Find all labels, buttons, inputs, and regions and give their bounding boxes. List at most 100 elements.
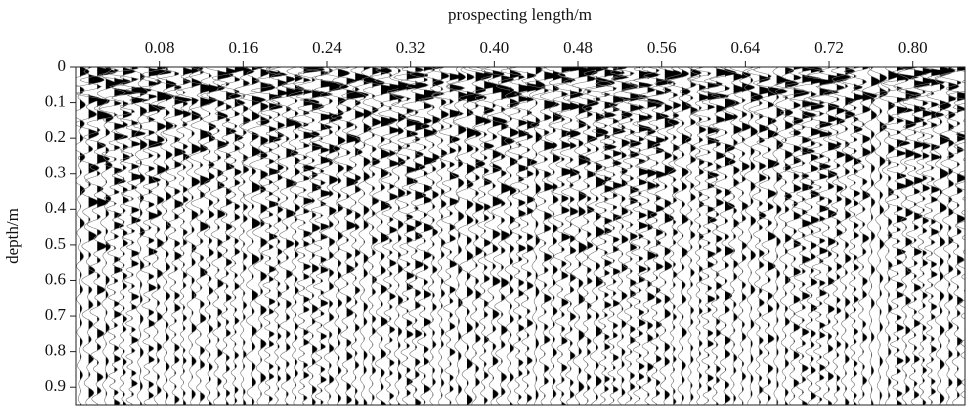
x-tick-label: 0.56 xyxy=(647,38,677,57)
trace-line xyxy=(774,67,811,405)
trace-fill xyxy=(957,67,965,405)
trace-line xyxy=(314,67,350,405)
trace-fill xyxy=(269,67,288,405)
trace-line xyxy=(878,67,900,405)
y-tick-label: 0.9 xyxy=(45,376,66,395)
trace-fill xyxy=(613,67,632,405)
trace-line xyxy=(689,67,710,405)
trace-line xyxy=(508,67,546,405)
trace-line xyxy=(129,67,148,405)
trace-line xyxy=(500,67,537,405)
trace-line xyxy=(393,67,434,405)
y-tick-label: 0.8 xyxy=(45,341,66,360)
trace-line xyxy=(541,67,580,405)
trace-fill xyxy=(191,67,204,405)
trace-line xyxy=(76,67,90,405)
trace-line xyxy=(679,67,702,405)
trace-fill xyxy=(879,67,888,405)
trace-line xyxy=(96,67,118,405)
trace-fill xyxy=(140,67,148,405)
trace-fill xyxy=(105,67,118,405)
x-tick-label: 0.72 xyxy=(814,38,844,57)
trace-fill xyxy=(329,67,349,405)
trace-line xyxy=(323,67,369,405)
trace-line xyxy=(897,67,930,405)
trace-line xyxy=(947,67,965,399)
x-tick-label: 0.16 xyxy=(228,38,258,57)
trace-fill xyxy=(510,67,522,405)
trace-line xyxy=(584,67,625,405)
trace-fill xyxy=(80,67,90,405)
trace-line xyxy=(361,67,400,405)
trace-fill xyxy=(286,67,304,405)
trace-fill xyxy=(716,67,732,405)
trace-line xyxy=(687,67,730,405)
trace-line xyxy=(775,67,800,405)
trace-line xyxy=(723,67,746,405)
trace-line xyxy=(286,67,305,405)
trace-fill xyxy=(733,67,745,405)
trace-fill xyxy=(467,67,485,405)
trace-fill xyxy=(381,67,400,405)
trace-line xyxy=(666,67,692,405)
trace-line xyxy=(793,67,827,405)
trace-fill xyxy=(200,67,217,405)
y-tick-label: 0.3 xyxy=(45,163,66,182)
trace-line xyxy=(610,67,639,405)
trace-fill xyxy=(862,67,878,405)
trace-fill xyxy=(389,67,405,405)
trace-line xyxy=(468,67,500,405)
trace-fill xyxy=(811,67,826,405)
trace-fill xyxy=(802,67,822,405)
trace-fill xyxy=(174,67,193,405)
trace-fill xyxy=(252,67,267,405)
trace-fill xyxy=(776,67,787,405)
trace-line xyxy=(782,67,823,405)
trace-line xyxy=(831,67,858,405)
trace-line xyxy=(742,67,764,405)
trace-line xyxy=(822,67,852,405)
trace-line xyxy=(109,67,152,405)
trace-line xyxy=(406,67,446,405)
x-tick-label: 0.64 xyxy=(730,38,760,57)
trace-fill xyxy=(432,67,444,405)
trace-line xyxy=(581,67,615,405)
trace-line xyxy=(156,67,177,405)
trace-fill xyxy=(750,67,764,405)
trace-fill xyxy=(398,67,413,405)
trace-line xyxy=(446,67,486,405)
y-tick-label: 0.5 xyxy=(45,234,66,253)
trace-line xyxy=(746,67,774,405)
trace-line xyxy=(809,67,849,405)
trace-line xyxy=(141,67,174,405)
trace-line xyxy=(934,67,960,405)
trace-fill xyxy=(372,67,385,405)
trace-fill xyxy=(570,67,587,405)
trace-fill xyxy=(897,67,919,405)
x-tick-label: 0.48 xyxy=(563,38,593,57)
trace-line xyxy=(562,67,598,405)
trace-fill xyxy=(501,67,523,405)
trace-fill xyxy=(449,67,465,405)
trace-line xyxy=(625,67,665,405)
trace-line xyxy=(197,67,221,405)
x-tick-label: 0.40 xyxy=(479,38,509,57)
x-tick-label: 0.80 xyxy=(898,38,928,57)
trace-line xyxy=(767,67,787,405)
trace-line xyxy=(373,67,406,405)
x-tick-label: 0.32 xyxy=(396,38,426,57)
trace-line xyxy=(474,67,512,405)
trace-line xyxy=(571,67,603,405)
y-tick-label: 0.4 xyxy=(45,198,67,217)
y-tick-label: 0.1 xyxy=(45,91,66,110)
plot-frame xyxy=(75,66,966,406)
trace-line xyxy=(610,67,650,405)
trace-line xyxy=(594,67,632,405)
trace-fill xyxy=(295,67,305,405)
trace-fill xyxy=(905,67,921,405)
trace-line xyxy=(298,67,344,405)
y-tick-label: 0.6 xyxy=(45,269,66,288)
trace-fill xyxy=(166,67,177,405)
trace-line xyxy=(125,67,172,405)
